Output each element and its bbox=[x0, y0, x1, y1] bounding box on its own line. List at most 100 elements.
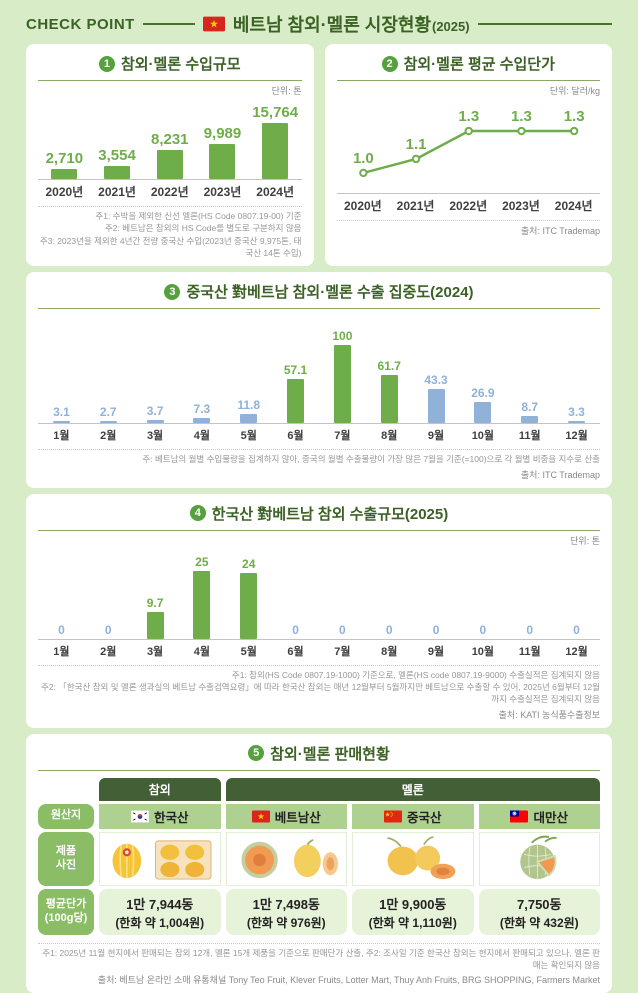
photo-cell-vietnam bbox=[226, 832, 348, 886]
bar-column: 100 bbox=[319, 329, 366, 423]
price-vnd-china: 1만 9,900동 bbox=[352, 894, 474, 913]
panel1-unit-label: 단위: 톤 bbox=[38, 84, 302, 97]
point-value-label: 1.0 bbox=[352, 150, 373, 167]
origin-label-china: 중국산 bbox=[407, 807, 442, 826]
bar-value-label: 2.7 bbox=[100, 405, 117, 419]
panel1-note-3: 주3: 2023년을 제외한 4년간 전량 중국산 수입(2023년 중국산 9… bbox=[38, 235, 302, 260]
bar-value-label: 26.9 bbox=[471, 386, 494, 400]
panel1-note-1: 주1: 수박을 제외한 신선 멜론(HS Code 0807.19-00) 기준 bbox=[38, 210, 302, 222]
panel3-title: 3 중국산 對베트남 참외·멜론 수출 집중도(2024) bbox=[38, 281, 600, 309]
x-axis-label: 11월 bbox=[506, 640, 553, 660]
bar-value-label: 61.7 bbox=[378, 359, 401, 373]
bar-value-label: 0 bbox=[292, 623, 299, 637]
vietnam-flag-icon bbox=[203, 16, 225, 32]
page-header: CHECK POINT 베트남 참외·멜론 시장현황(2025) bbox=[0, 0, 638, 44]
price-krw-vietnam: (한화 약 976원) bbox=[226, 914, 348, 931]
panel3-source: 출처: ITC Trademap bbox=[38, 468, 600, 481]
bar-value-label: 3.3 bbox=[568, 405, 585, 419]
page-title-year: (2025) bbox=[432, 19, 470, 34]
data-point bbox=[570, 128, 576, 134]
bar bbox=[381, 375, 398, 423]
bar-value-label: 9,989 bbox=[204, 125, 242, 142]
bar-column: 8,231 bbox=[143, 131, 196, 179]
bar bbox=[474, 402, 491, 423]
panel2-dotted-divider bbox=[337, 220, 601, 221]
x-axis-label: 9월 bbox=[413, 424, 460, 444]
panel4-dotted-divider bbox=[38, 665, 600, 666]
group-header-melon: 멜론 bbox=[226, 778, 601, 801]
panel4-title-text: 한국산 對베트남 참외 수출규모(2025) bbox=[212, 503, 448, 524]
bar-value-label: 0 bbox=[386, 623, 393, 637]
bar-value-label: 7.3 bbox=[194, 402, 211, 416]
bar-value-label: 0 bbox=[526, 623, 533, 637]
origin-cell-china: 중국산 bbox=[352, 804, 474, 829]
price-krw-taiwan: (한화 약 432원) bbox=[479, 914, 601, 931]
bar-value-label: 3.7 bbox=[147, 404, 164, 418]
panel2-unit-label: 단위: 달러/kg bbox=[337, 84, 601, 97]
bar-value-label: 0 bbox=[480, 623, 487, 637]
bar-value-label: 0 bbox=[433, 623, 440, 637]
x-axis-label: 2021년 bbox=[389, 194, 442, 215]
panel1-note-2: 주2: 베트남은 참외의 HS Code를 별도로 구분하지 않음 bbox=[38, 222, 302, 234]
row-label-photo: 제품 사진 bbox=[38, 832, 94, 886]
page-title-text: 베트남 참외·멜론 시장현황 bbox=[233, 11, 431, 37]
bar-value-label: 25 bbox=[195, 555, 208, 569]
bar-column: 43.3 bbox=[413, 373, 460, 423]
panel5-title-text: 참외·멜론 판매현황 bbox=[270, 743, 390, 764]
panel1-title: 1 참외·멜론 수입규모 bbox=[38, 53, 302, 81]
panel1-dotted-divider bbox=[38, 206, 302, 207]
price-cell-china: 1만 9,900동 (한화 약 1,110원) bbox=[352, 889, 474, 935]
panel3-dotted-divider bbox=[38, 449, 600, 450]
x-axis-label: 10월 bbox=[459, 424, 506, 444]
number-badge-5: 5 bbox=[248, 745, 264, 761]
bar-value-label: 15,764 bbox=[252, 104, 298, 121]
bar-column: 0 bbox=[319, 623, 366, 639]
bar-column: 61.7 bbox=[366, 359, 413, 423]
group-header-chamoe: 참외 bbox=[99, 778, 221, 801]
photo-cell-korea bbox=[99, 832, 221, 886]
number-badge-4: 4 bbox=[190, 505, 206, 521]
bar-column: 26.9 bbox=[459, 386, 506, 423]
bar-column: 0 bbox=[366, 623, 413, 639]
x-axis-label: 3월 bbox=[132, 424, 179, 444]
panel4-unit-label: 단위: 톤 bbox=[38, 534, 600, 547]
bar-column: 0 bbox=[38, 623, 85, 639]
bar-column: 2,710 bbox=[38, 150, 91, 179]
photo-cell-taiwan bbox=[479, 832, 601, 886]
bar-column: 0 bbox=[553, 623, 600, 639]
bar bbox=[287, 379, 304, 424]
point-value-label: 1.3 bbox=[563, 108, 584, 125]
bar-column: 9,989 bbox=[196, 125, 249, 179]
x-axis-label: 4월 bbox=[178, 424, 225, 444]
bar-column: 0 bbox=[272, 623, 319, 639]
x-axis-label: 8월 bbox=[366, 640, 413, 660]
x-axis-label: 5월 bbox=[225, 640, 272, 660]
x-axis-label: 1월 bbox=[38, 424, 85, 444]
x-axis-label: 3월 bbox=[132, 640, 179, 660]
photo-cell-china bbox=[352, 832, 474, 886]
x-axis-label: 5월 bbox=[225, 424, 272, 444]
bar-value-label: 8.7 bbox=[521, 400, 538, 414]
bar-column: 11.8 bbox=[225, 398, 272, 423]
panel4-note-2: 주2: 「한국산 참외 및 멜론 생과실의 베트남 수출검역요령」에 따라 한국… bbox=[38, 681, 600, 706]
panel2-source: 출처: ITC Trademap bbox=[337, 224, 601, 237]
data-point bbox=[465, 128, 471, 134]
bar-value-label: 57.1 bbox=[284, 363, 307, 377]
melon-photo-taiwan bbox=[482, 835, 597, 883]
price-cell-vietnam: 1만 7,498동 (한화 약 976원) bbox=[226, 889, 348, 935]
bar-value-label: 0 bbox=[339, 623, 346, 637]
price-cell-korea: 1만 7,944동 (한화 약 1,004원) bbox=[99, 889, 221, 935]
panel3-note: 주: 베트남의 월별 수입물량을 집계하지 않아, 중국의 월별 수출물량이 가… bbox=[38, 453, 600, 465]
header-divider-right bbox=[478, 23, 612, 25]
panel3-title-text: 중국산 對베트남 참외·멜론 수출 집중도(2024) bbox=[186, 281, 473, 302]
bar bbox=[147, 612, 164, 638]
x-axis-label: 7월 bbox=[319, 640, 366, 660]
x-axis-label: 2022년 bbox=[143, 180, 196, 201]
data-point bbox=[412, 156, 418, 162]
